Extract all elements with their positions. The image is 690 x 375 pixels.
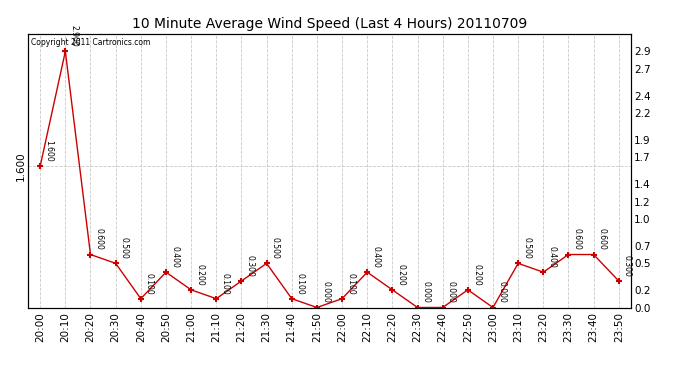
Title: 10 Minute Average Wind Speed (Last 4 Hours) 20110709: 10 Minute Average Wind Speed (Last 4 Hou… (132, 17, 527, 31)
Text: 0.400: 0.400 (170, 246, 179, 268)
Text: 0.200: 0.200 (195, 264, 204, 286)
Text: 0.600: 0.600 (95, 228, 103, 251)
Text: Copyright 2011 Cartronics.com: Copyright 2011 Cartronics.com (30, 38, 150, 47)
Text: 0.500: 0.500 (522, 237, 531, 259)
Text: 0.600: 0.600 (573, 228, 582, 251)
Text: 2.900: 2.900 (70, 26, 79, 47)
Text: 0.100: 0.100 (346, 273, 355, 294)
Text: 0.000: 0.000 (447, 282, 456, 303)
Text: 0.300: 0.300 (623, 255, 632, 277)
Text: 0.500: 0.500 (270, 237, 279, 259)
Text: 0.300: 0.300 (246, 255, 255, 277)
Text: 0.000: 0.000 (497, 282, 506, 303)
Text: 0.400: 0.400 (547, 246, 556, 268)
Text: 0.200: 0.200 (397, 264, 406, 286)
Text: 0.000: 0.000 (422, 282, 431, 303)
Text: 0.100: 0.100 (220, 273, 230, 294)
Text: 1.600: 1.600 (44, 140, 53, 162)
Text: 0.100: 0.100 (145, 273, 154, 294)
Text: 0.600: 0.600 (598, 228, 607, 251)
Text: 0.400: 0.400 (371, 246, 380, 268)
Text: 0.000: 0.000 (321, 282, 330, 303)
Text: 0.100: 0.100 (296, 273, 305, 294)
Text: 0.500: 0.500 (120, 237, 129, 259)
Text: 0.200: 0.200 (472, 264, 481, 286)
